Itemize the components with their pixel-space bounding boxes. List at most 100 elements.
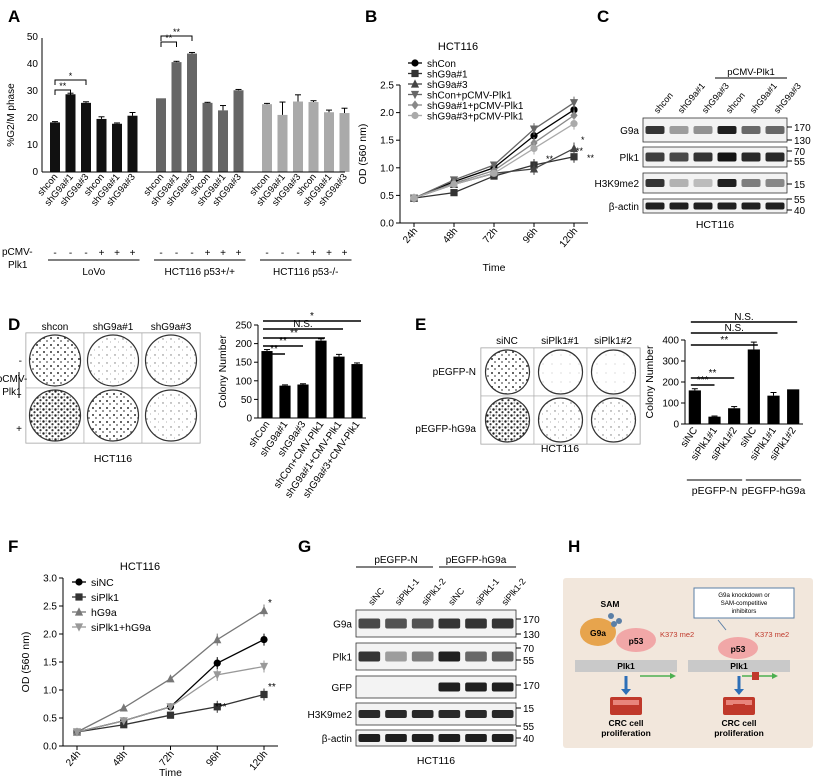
bar xyxy=(262,104,272,172)
blot-row-label: H3K9me2 xyxy=(308,710,353,721)
band xyxy=(358,618,381,629)
sig-label: ** xyxy=(587,153,595,163)
mw-marker: 55 xyxy=(523,656,535,667)
k373-label-left: K373 me2 xyxy=(660,630,694,639)
blot-row-label: β-actin xyxy=(609,202,639,213)
sig-label: ** xyxy=(270,344,278,355)
y-tick-label: 2.5 xyxy=(380,81,394,92)
y-tick-label: 100 xyxy=(235,376,252,387)
legend-marker xyxy=(410,90,420,100)
x-axis-label: Time xyxy=(159,767,182,779)
panel-label-d: D xyxy=(8,315,20,334)
row-label: pCMV- xyxy=(0,374,27,385)
band xyxy=(438,618,461,629)
panel-a-ytick: 0 xyxy=(32,167,38,178)
plate-col-label: siNC xyxy=(496,336,518,347)
y-axis-label: Colony Number xyxy=(644,345,656,418)
bar xyxy=(747,349,760,424)
y-tick-label: 1.5 xyxy=(43,658,57,669)
mw-marker: 15 xyxy=(523,704,535,715)
pcmv-sign: - xyxy=(84,248,87,259)
bar xyxy=(50,122,60,172)
legend-label: shCon+pCMV-Plk1 xyxy=(427,91,512,102)
panel-a-yticks: 0 10 20 30 40 50 xyxy=(27,32,39,178)
legend-marker xyxy=(74,623,84,632)
effect-arrowhead-right xyxy=(734,689,744,695)
sig-label: *** xyxy=(215,702,227,713)
bar xyxy=(81,102,91,172)
blot-strip xyxy=(642,198,788,214)
sam-dot xyxy=(611,621,617,627)
pcmv-sign: + xyxy=(99,248,105,259)
panel-label-g: G xyxy=(298,537,311,556)
blot-strip xyxy=(355,675,517,699)
band xyxy=(465,734,487,742)
band xyxy=(693,126,713,134)
mw-marker: 40 xyxy=(523,734,535,745)
sig-bracket xyxy=(160,41,177,47)
colony-plate xyxy=(537,397,584,443)
y-axis-label: Colony Number xyxy=(217,335,229,408)
panel-b-title: HCT116 xyxy=(438,41,478,53)
legend-marker xyxy=(75,578,83,586)
band xyxy=(693,152,713,162)
x-tick-label: 96h xyxy=(204,749,223,769)
mw-marker: 40 xyxy=(794,206,806,217)
p53-protein-left xyxy=(616,628,656,652)
y-tick-label: 0 xyxy=(673,420,679,431)
plate-col-label: shcon xyxy=(42,322,69,333)
lane-label: siPlk1-2 xyxy=(500,576,528,607)
data-point xyxy=(570,153,578,161)
data-point xyxy=(529,164,539,173)
bar xyxy=(315,340,327,418)
panel-e-colony-plates: siNC siPlk1#1 siPlk1#2 pEGFP-N pEGFP-hG9a HCT… xyxy=(415,336,641,455)
legend-marker xyxy=(411,69,419,78)
blot-strip xyxy=(642,146,788,168)
outcome-right-1: CRC cell xyxy=(722,718,757,728)
sig-label: ** xyxy=(268,682,276,693)
band xyxy=(438,651,461,662)
pcmv-sign: + xyxy=(236,248,242,259)
lane-label: siPlk1-1 xyxy=(473,576,501,607)
colony-plate xyxy=(590,349,637,395)
colony-plate xyxy=(28,334,82,387)
legend-marker xyxy=(75,593,83,601)
data-point xyxy=(166,711,175,719)
plate-col-label: siPlk1#2 xyxy=(594,336,632,347)
data-point xyxy=(166,674,175,683)
y-axis-label: OD (560 nm) xyxy=(357,124,369,185)
band xyxy=(765,126,785,134)
crc-tissue-detail-left xyxy=(613,700,639,705)
y-tick-label: 0.5 xyxy=(43,714,57,725)
band xyxy=(645,126,665,134)
data-point xyxy=(569,143,579,153)
band xyxy=(741,126,761,134)
panel-h: H G9a SAM p53 K373 me2 Plk1 CRC cell pro… xyxy=(563,537,813,748)
group-label: pEGFP-N xyxy=(374,555,417,566)
band xyxy=(465,710,487,718)
panel-b: B HCT116 0.0 0.5 1.0 1.5 2.0 2.5 24h 48h 72h 96h 1… xyxy=(357,7,595,274)
y-tick-label: 0.5 xyxy=(380,191,394,202)
mw-marker: 170 xyxy=(523,681,540,692)
sig-label: ** xyxy=(290,328,298,339)
blot-strip xyxy=(355,702,517,726)
pcmv-sign: + xyxy=(311,248,317,259)
data-point xyxy=(260,690,268,699)
plk1-gene-left xyxy=(575,660,677,672)
sig-label: ** xyxy=(59,81,67,91)
lane-label: shcon xyxy=(652,90,675,115)
y-tick-label: 0.0 xyxy=(380,219,394,230)
mw-marker: 55 xyxy=(794,157,806,168)
band xyxy=(645,152,665,162)
y-tick-label: 100 xyxy=(662,399,679,410)
data-point xyxy=(530,144,538,153)
band xyxy=(438,682,461,692)
crc-tissue-left xyxy=(610,697,642,715)
blot-strip xyxy=(642,172,788,194)
data-point xyxy=(530,132,538,140)
colony-plate xyxy=(484,397,531,443)
legend-label: shG9a#1+pCMV-Plk1 xyxy=(427,101,524,112)
data-point xyxy=(213,635,222,644)
